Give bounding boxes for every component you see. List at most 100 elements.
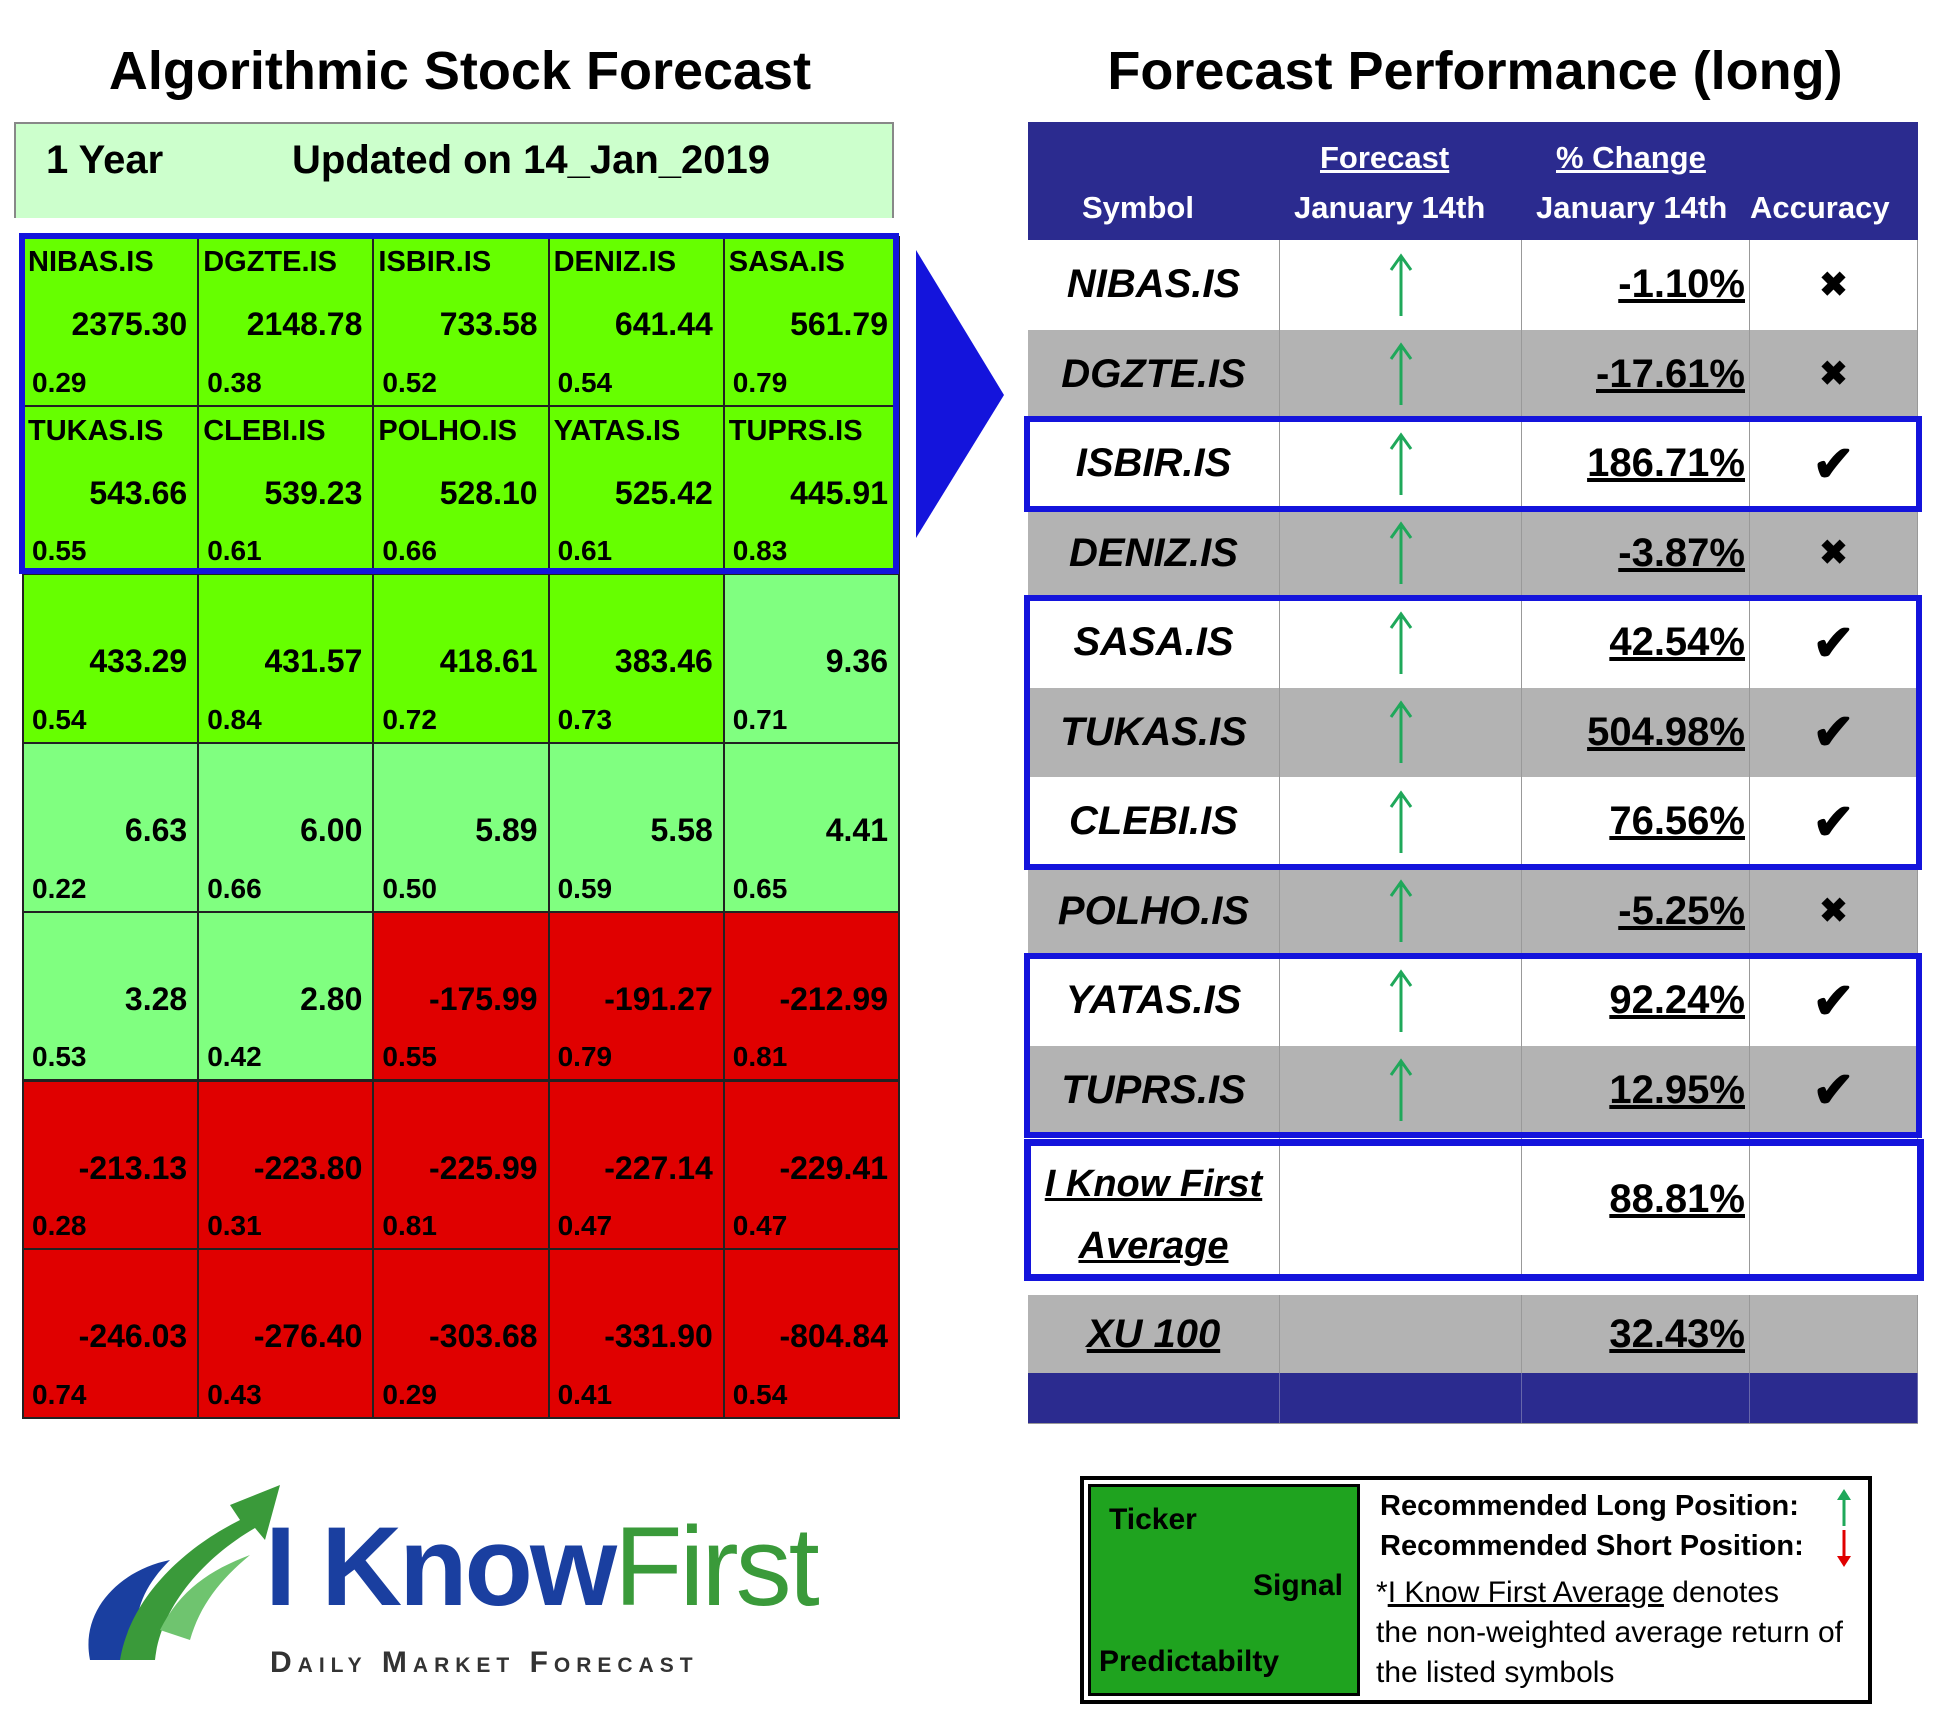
cell-symbol: SASA.IS xyxy=(728,246,845,278)
left-title: Algorithmic Stock Forecast xyxy=(108,41,812,101)
table-footer xyxy=(1028,1373,1918,1424)
row-change: 76.56% xyxy=(1522,777,1750,867)
forecast-cell: 6.00 0.66 xyxy=(197,742,375,913)
cell-symbol: CLEBI.IS xyxy=(203,414,326,447)
cell-predictability: 0.84 xyxy=(207,704,262,736)
row-group-highlight xyxy=(1024,595,1922,870)
red-down-arrow-icon xyxy=(1837,1530,1851,1567)
footer-cell xyxy=(1522,1373,1750,1423)
performance-row: DENIZ.IS -3.87% ✖ xyxy=(1028,508,1918,599)
forecast-cell: -227.14 0.47 xyxy=(547,1079,725,1251)
forecast-cell: -212.99 0.81 xyxy=(722,910,900,1082)
cell-predictability: 0.71 xyxy=(732,704,788,736)
cell-signal-value: -223.80 xyxy=(253,1149,363,1186)
header-symbol: Symbol xyxy=(1082,190,1194,225)
company-logo: I KnowFirst Daily Market Forecast xyxy=(60,1460,860,1700)
pointer-arrow-icon xyxy=(916,250,1004,538)
row-forecast-signal xyxy=(1280,598,1522,688)
row-group-highlight xyxy=(1024,953,1922,1138)
cell-signal-value: -804.84 xyxy=(779,1318,888,1355)
cell-predictability: 0.52 xyxy=(382,366,437,398)
forecast-cell: DENIZ.IS 641.44 0.54 xyxy=(547,236,725,407)
legend-ticker: Ticker xyxy=(1109,1503,1197,1536)
row-change: 12.95% xyxy=(1522,1045,1750,1135)
up-arrow-icon xyxy=(1389,790,1412,853)
cross-icon: ✖ xyxy=(1750,329,1918,419)
up-arrow-icon xyxy=(1389,342,1412,406)
forecast-cell: DGZTE.IS 2148.78 0.38 xyxy=(197,236,375,407)
up-arrow-icon xyxy=(1389,1058,1412,1122)
row-change: -5.25% xyxy=(1522,866,1750,956)
cell-predictability: 0.22 xyxy=(32,872,87,904)
row-change: 504.98% xyxy=(1522,687,1750,777)
performance-row: TUPRS.IS 12.95% ✔ xyxy=(1028,1045,1918,1136)
cell-signal-value: 445.91 xyxy=(790,474,888,511)
performance-row: NIBAS.IS -1.10% ✖ xyxy=(1028,240,1918,331)
legend-predictability: Predictabilty xyxy=(1099,1645,1280,1678)
cell-signal-value: -331.90 xyxy=(604,1318,713,1355)
forecast-cell: YATAS.IS 525.42 0.61 xyxy=(547,404,725,576)
legend-box: Ticker Signal Predictabilty Recommended … xyxy=(1080,1476,1872,1704)
index-change: 32.43% xyxy=(1522,1295,1750,1373)
cell-predictability: 0.73 xyxy=(557,704,613,736)
updated-label: Updated on 14_Jan_2019 xyxy=(292,138,770,182)
forecast-cell: -225.99 0.81 xyxy=(372,1079,550,1251)
forecast-cell: SASA.IS 561.79 0.79 xyxy=(722,236,900,407)
cell-predictability: 0.28 xyxy=(32,1210,87,1242)
cell-signal-value: -175.99 xyxy=(429,980,538,1017)
row-symbol: TUPRS.IS xyxy=(1028,1045,1280,1135)
performance-row: DGZTE.IS -17.61% ✖ xyxy=(1028,329,1918,420)
forecast-cell: 431.57 0.84 xyxy=(197,573,375,745)
cell-predictability: 0.53 xyxy=(32,1041,87,1073)
cell-signal-value: 5.89 xyxy=(475,812,538,849)
cell-signal-value: 3.28 xyxy=(124,980,188,1017)
header-forecast-bottom: January 14th xyxy=(1294,190,1486,225)
cell-predictability: 0.81 xyxy=(382,1210,437,1242)
forecast-cell: 2.80 0.42 xyxy=(197,910,375,1082)
cell-predictability: 0.54 xyxy=(732,1378,788,1410)
index-forecast xyxy=(1280,1295,1522,1373)
cell-predictability: 0.65 xyxy=(732,872,788,904)
cell-predictability: 0.47 xyxy=(732,1210,788,1242)
cell-signal-value: -213.13 xyxy=(78,1149,188,1186)
cell-signal-value: -227.14 xyxy=(604,1149,713,1186)
check-icon: ✔ xyxy=(1750,777,1918,867)
right-title: Forecast Performance (long) xyxy=(1107,41,1843,101)
cell-signal-value: 525.42 xyxy=(614,474,713,511)
header-accuracy: Accuracy xyxy=(1750,190,1890,225)
logo-tagline: Daily Market Forecast xyxy=(270,1646,699,1679)
up-arrow-icon xyxy=(1389,879,1412,943)
forecast-header: 1 Year Updated on 14_Jan_2019 xyxy=(14,122,894,218)
header-change-bottom: January 14th xyxy=(1536,190,1728,225)
forecast-cell: NIBAS.IS 2375.30 0.29 xyxy=(22,236,200,407)
header-change-top: % Change xyxy=(1556,140,1706,175)
forecast-cell: 9.36 0.71 xyxy=(722,573,900,745)
footer-cell xyxy=(1028,1373,1280,1423)
cell-signal-value: 2375.30 xyxy=(71,306,188,342)
cell-predictability: 0.74 xyxy=(32,1378,87,1410)
forecast-cell: -331.90 0.41 xyxy=(547,1248,725,1419)
cell-predictability: 0.43 xyxy=(207,1378,262,1410)
logo-wordmark: I KnowFirst xyxy=(265,1504,820,1629)
cell-symbol: DGZTE.IS xyxy=(203,246,337,278)
cell-signal-value: -212.99 xyxy=(779,980,888,1017)
row-change: -3.87% xyxy=(1522,508,1750,598)
row-forecast-signal xyxy=(1280,956,1522,1046)
average-row: I Know First Average 88.81% xyxy=(1028,1135,1918,1276)
cell-signal-value: -229.41 xyxy=(779,1149,888,1186)
cell-signal-value: 4.41 xyxy=(825,812,888,849)
cell-predictability: 0.59 xyxy=(557,872,613,904)
cell-predictability: 0.47 xyxy=(557,1210,613,1242)
forecast-cell: 5.58 0.59 xyxy=(547,742,725,913)
cell-predictability: 0.31 xyxy=(207,1210,262,1242)
legend-signal: Signal xyxy=(1252,1569,1343,1602)
cell-signal-value: 641.44 xyxy=(614,306,713,342)
cell-signal-value: -225.99 xyxy=(429,1149,538,1186)
forecast-cell: -191.27 0.79 xyxy=(547,910,725,1082)
cell-signal-value: -191.27 xyxy=(604,980,713,1017)
cell-predictability: 0.83 xyxy=(732,535,788,567)
cell-predictability: 0.41 xyxy=(557,1378,613,1410)
cell-signal-value: 418.61 xyxy=(439,643,538,680)
cell-predictability: 0.29 xyxy=(32,366,87,398)
up-arrow-icon xyxy=(1389,253,1412,316)
